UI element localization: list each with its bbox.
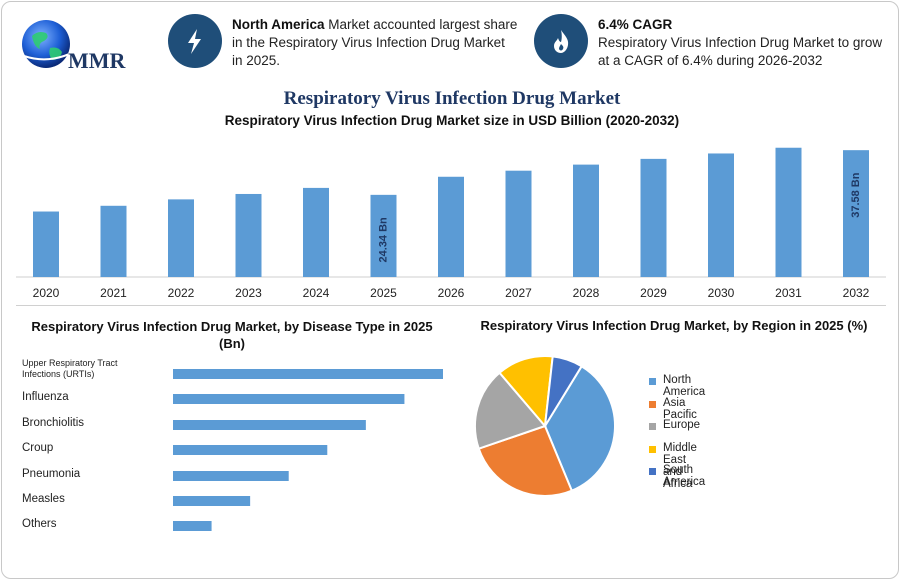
disease-category-label: Croup [22,442,54,454]
x-tick-label: 2021 [100,286,127,300]
x-tick-label: 2026 [438,286,465,300]
highlight-bold: North America [232,17,325,32]
x-tick-label: 2030 [708,286,735,300]
pie-slice-3 [498,355,554,429]
bar-2027 [505,170,532,277]
legend-swatch [649,423,656,430]
legend-swatch [649,400,656,408]
highlight-body: Market accounted largest share in the Re… [232,17,518,68]
main-title: Respiratory Virus Infection Drug Market [283,88,621,109]
bar-2031 [775,147,802,277]
bar-2030 [708,153,734,277]
highlight-body: Respiratory Virus Infection Drug Market … [598,35,883,68]
disease-chart-title: Respiratory Virus Infection Drug Market,… [31,319,433,351]
disease-category-label: Measles [22,493,65,505]
bar-2020 [33,211,59,277]
lightning-icon [188,29,201,54]
bar-2025 [370,194,397,277]
bar-2021 [100,205,127,277]
mmr-logo: MMR [22,20,127,73]
disease-category-label: Others [22,518,57,530]
x-tick-label: 2032 [843,286,870,300]
legend-swatch [649,378,656,385]
bar-2022 [168,199,194,277]
x-tick-label: 2022 [168,286,195,300]
bar-data-label: 24.34 Bn [378,217,390,263]
disease-category-label: Influenza [22,391,69,403]
legend-label: South America [663,464,706,488]
bar-chart-title: Respiratory Virus Infection Drug Market … [224,113,680,128]
bar-2026 [438,176,464,277]
legend-label: Middle East and Africa [663,441,697,490]
legend-label: Asia Pacific [663,396,697,421]
hbar-4 [173,471,289,481]
highlight-text: 6.4% CAGR Respiratory Virus Infection Dru… [598,16,884,70]
disease-category-label: Pneumonia [22,468,81,480]
pie-slice-2 [474,371,547,450]
hbar-3 [173,445,328,455]
disease-category-label: Upper Respiratory Tract Infections (URTI… [22,358,118,379]
pie-slice-4 [544,355,583,427]
bar-2032 [843,150,869,277]
x-tick-label: 2025 [370,286,397,300]
market-size-bar-chart: 2020 2021 2022 2023 2024 2025 2026 2027 2028 2029… [16,147,886,300]
legend-label: North America [663,374,706,398]
globe-icon [22,20,70,68]
pie-slice-0 [543,364,616,492]
x-tick-label: 2023 [235,286,262,300]
x-tick-label: 2029 [640,286,667,300]
highlight-circle [534,14,588,68]
highlight-circle [168,14,222,68]
highlight-north-america: North America Market accounted largest s… [168,14,518,74]
pie-slice-1 [477,424,574,497]
region-pie-chart [474,355,616,497]
legend-swatch [649,445,656,453]
disease-category-label: Bronchiolitis [22,417,84,429]
bar-2029 [640,158,667,277]
hbar-5 [173,496,251,506]
bar-data-label: 37.58 Bn [850,172,862,218]
bar-2028 [573,164,599,277]
highlight-text: North America Market accounted largest s… [232,16,518,70]
x-tick-label: 2031 [775,286,802,300]
region-chart-title: Respiratory Virus Infection Drug Market,… [480,318,868,333]
bar-2024 [303,187,329,277]
hbar-6 [173,521,212,531]
legend-label: Europe [663,419,701,431]
disease-type-bar-chart [173,369,443,531]
x-tick-label: 2028 [573,286,600,300]
flame-icon [554,30,569,53]
hbar-0 [173,369,443,379]
hbar-1 [173,394,405,404]
hbar-2 [173,420,366,430]
legend-swatch [649,468,656,475]
section-divider [16,305,886,306]
brand-name: MMR [68,48,127,73]
x-tick-label: 2024 [303,286,330,300]
x-tick-label: 2027 [505,286,532,300]
x-tick-label: 2020 [33,286,60,300]
highlight-bold: 6.4% CAGR [598,17,673,32]
highlight-cagr: 6.4% CAGR Respiratory Virus Infection Dru… [534,14,884,74]
bar-2023 [235,193,262,277]
